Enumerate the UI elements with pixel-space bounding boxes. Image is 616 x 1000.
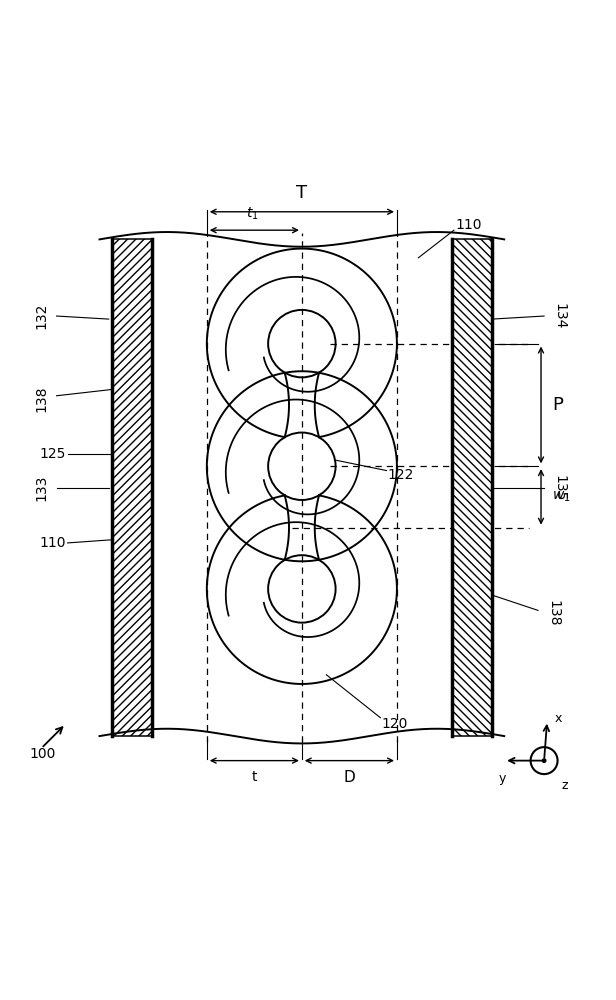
Text: 133: 133 (34, 475, 48, 501)
Text: 110: 110 (455, 218, 482, 232)
Text: 132: 132 (34, 303, 48, 329)
Text: 120: 120 (381, 717, 408, 731)
Circle shape (541, 758, 546, 763)
Text: T: T (296, 184, 307, 202)
Text: 125: 125 (39, 447, 66, 461)
Text: 138: 138 (34, 386, 48, 412)
Text: D: D (344, 770, 355, 785)
Text: 100: 100 (29, 747, 55, 761)
Text: y: y (499, 772, 506, 785)
Text: x: x (555, 712, 562, 725)
Text: $w_1$: $w_1$ (552, 490, 570, 504)
Text: t: t (251, 770, 257, 784)
Text: 135: 135 (553, 475, 567, 501)
Text: P: P (552, 396, 563, 414)
Text: 122: 122 (387, 468, 414, 482)
Text: 110: 110 (39, 536, 66, 550)
Polygon shape (452, 239, 492, 736)
Text: 134: 134 (553, 303, 567, 329)
Polygon shape (111, 239, 152, 736)
Text: $t_1$: $t_1$ (246, 206, 259, 222)
Text: z: z (561, 779, 568, 792)
Text: 138: 138 (546, 600, 561, 627)
Polygon shape (207, 249, 397, 684)
